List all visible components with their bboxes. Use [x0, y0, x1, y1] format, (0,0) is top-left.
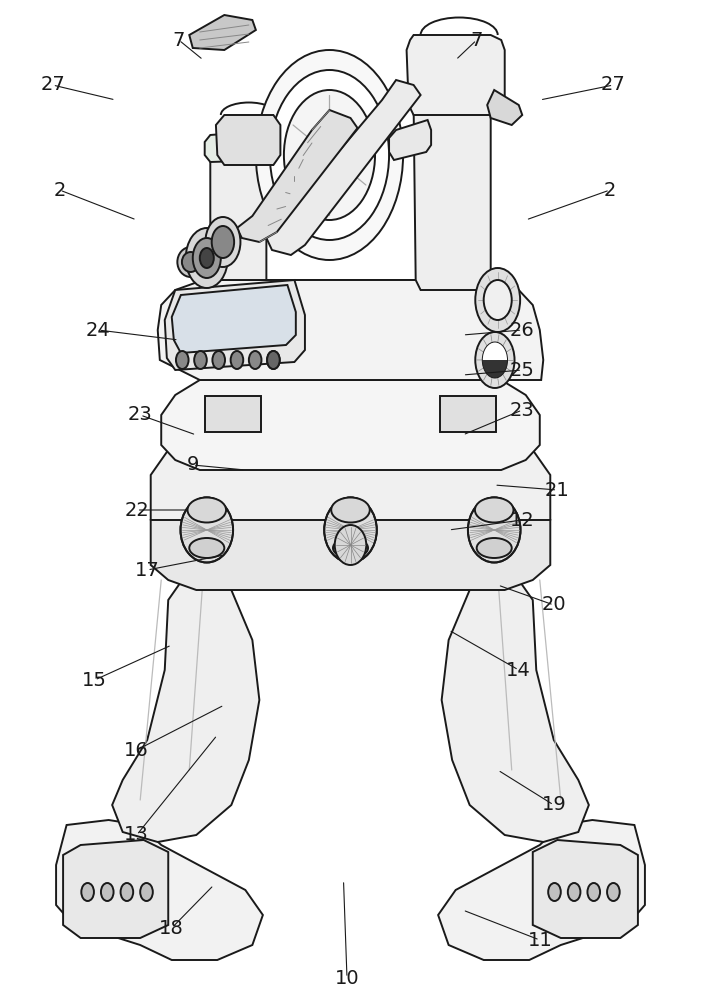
Ellipse shape	[180, 497, 233, 562]
Text: 22: 22	[124, 500, 149, 520]
Text: 10: 10	[334, 968, 360, 988]
Circle shape	[140, 883, 153, 901]
Polygon shape	[189, 15, 256, 50]
Text: 25: 25	[510, 360, 535, 379]
Polygon shape	[266, 80, 421, 255]
Polygon shape	[389, 120, 431, 160]
Circle shape	[568, 883, 580, 901]
Text: 19: 19	[541, 796, 566, 814]
Polygon shape	[151, 430, 550, 555]
Circle shape	[176, 351, 189, 369]
Ellipse shape	[189, 538, 224, 558]
Text: 7: 7	[172, 30, 185, 49]
Polygon shape	[414, 80, 491, 290]
Wedge shape	[482, 360, 508, 378]
Bar	[205, 396, 261, 432]
Ellipse shape	[182, 252, 200, 272]
Ellipse shape	[475, 497, 513, 522]
Text: 20: 20	[541, 595, 566, 614]
Circle shape	[101, 883, 114, 901]
Circle shape	[484, 280, 512, 320]
Polygon shape	[442, 570, 589, 842]
Polygon shape	[487, 90, 522, 125]
Polygon shape	[210, 140, 266, 280]
Circle shape	[186, 228, 228, 288]
Ellipse shape	[332, 497, 370, 522]
Polygon shape	[56, 820, 263, 960]
Text: 11: 11	[527, 930, 552, 950]
Wedge shape	[482, 342, 508, 360]
Text: 23: 23	[128, 406, 153, 424]
Text: 18: 18	[159, 918, 184, 938]
Polygon shape	[63, 840, 168, 938]
Circle shape	[267, 351, 280, 369]
Polygon shape	[407, 35, 505, 115]
Ellipse shape	[187, 497, 226, 522]
Circle shape	[249, 351, 261, 369]
Polygon shape	[158, 280, 543, 380]
Text: 16: 16	[124, 740, 149, 760]
Polygon shape	[237, 110, 358, 242]
Polygon shape	[112, 570, 259, 842]
Circle shape	[256, 50, 403, 260]
Polygon shape	[165, 280, 305, 370]
Text: 27: 27	[40, 76, 65, 95]
Polygon shape	[172, 285, 296, 353]
Circle shape	[212, 226, 234, 258]
Circle shape	[194, 351, 207, 369]
Text: 13: 13	[124, 826, 149, 844]
Text: 15: 15	[82, 670, 107, 690]
Text: 12: 12	[510, 510, 535, 530]
Polygon shape	[438, 820, 645, 960]
Text: 2: 2	[53, 180, 66, 200]
Ellipse shape	[335, 525, 367, 565]
Polygon shape	[151, 520, 550, 590]
Polygon shape	[205, 130, 280, 162]
Bar	[440, 396, 496, 432]
Ellipse shape	[333, 538, 368, 558]
Polygon shape	[216, 115, 280, 165]
Circle shape	[587, 883, 600, 901]
Circle shape	[314, 133, 345, 177]
Circle shape	[548, 883, 561, 901]
Circle shape	[121, 883, 133, 901]
Circle shape	[475, 268, 520, 332]
Polygon shape	[161, 380, 540, 470]
Text: 2: 2	[604, 180, 616, 200]
Ellipse shape	[324, 497, 377, 562]
Text: 21: 21	[545, 481, 570, 499]
Text: 9: 9	[186, 456, 199, 475]
Ellipse shape	[477, 538, 512, 558]
Ellipse shape	[177, 247, 204, 277]
Text: 26: 26	[510, 320, 535, 340]
Polygon shape	[533, 840, 638, 938]
Circle shape	[81, 883, 94, 901]
Circle shape	[231, 351, 243, 369]
Circle shape	[284, 90, 375, 220]
Circle shape	[200, 248, 214, 268]
Text: 27: 27	[601, 76, 626, 95]
Text: 23: 23	[510, 400, 535, 420]
Circle shape	[212, 351, 225, 369]
Text: 14: 14	[506, 660, 531, 680]
Circle shape	[607, 883, 620, 901]
Circle shape	[193, 238, 221, 278]
Text: 17: 17	[135, 560, 160, 580]
Text: 7: 7	[470, 30, 483, 49]
Circle shape	[270, 70, 389, 240]
Circle shape	[267, 351, 280, 369]
Ellipse shape	[468, 497, 520, 562]
Circle shape	[475, 332, 515, 388]
Text: 24: 24	[86, 320, 111, 340]
Circle shape	[205, 217, 240, 267]
